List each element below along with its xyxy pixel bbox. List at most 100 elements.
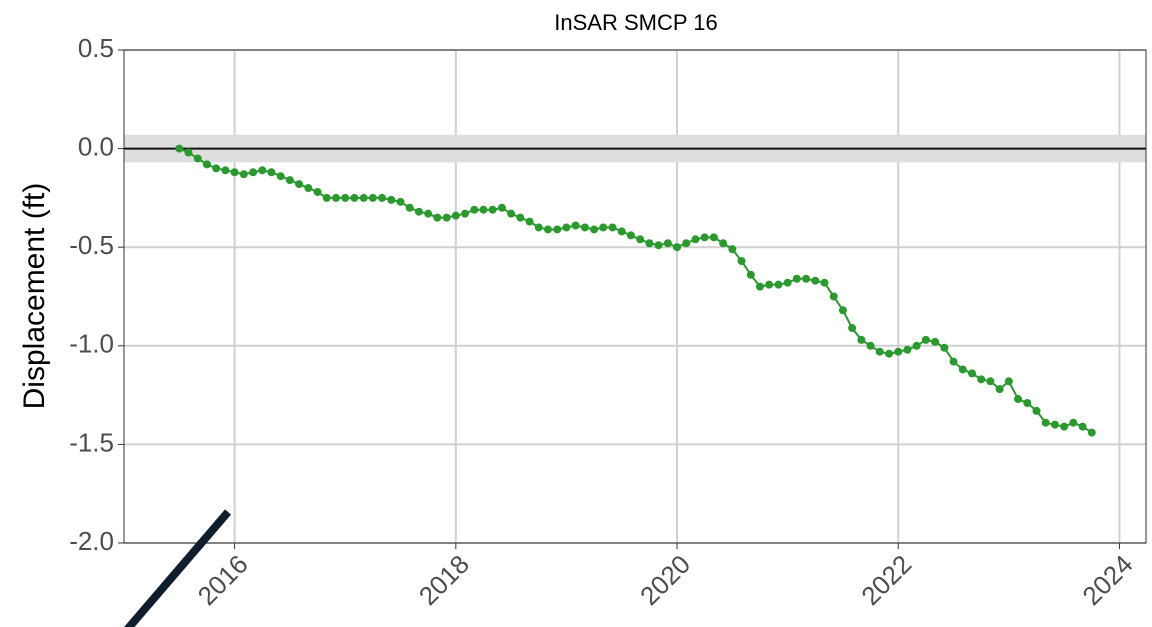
data-point — [774, 280, 783, 289]
data-point — [1004, 377, 1013, 386]
data-point — [737, 257, 746, 266]
data-point — [765, 280, 774, 289]
data-point — [977, 375, 986, 384]
data-point — [857, 335, 866, 344]
data-point — [285, 176, 294, 185]
y-tick-label: 0.0 — [78, 131, 114, 161]
data-point — [580, 223, 589, 232]
data-point — [488, 205, 497, 214]
data-point — [719, 239, 728, 248]
data-point — [949, 357, 958, 366]
data-point — [433, 213, 442, 222]
data-point — [405, 203, 414, 212]
data-point — [442, 213, 451, 222]
data-point — [986, 377, 995, 386]
data-point — [608, 223, 617, 232]
data-point — [626, 231, 635, 240]
data-point — [838, 306, 847, 315]
data-point — [866, 341, 875, 350]
data-point — [534, 223, 543, 232]
data-point — [332, 193, 341, 202]
x-tick-label: 2020 — [634, 549, 696, 611]
plot-border — [123, 49, 1147, 544]
chart-title: InSAR SMCP 16 — [554, 10, 717, 35]
y-tick-label: 0.5 — [78, 33, 114, 63]
data-point — [645, 239, 654, 248]
data-point — [460, 209, 469, 218]
data-point — [958, 365, 967, 374]
data-point — [359, 193, 368, 202]
data-point — [387, 195, 396, 204]
data-point — [875, 347, 884, 356]
data-point — [497, 203, 506, 212]
data-point — [562, 223, 571, 232]
data-point — [829, 292, 838, 301]
data-point — [894, 347, 903, 356]
data-point — [295, 180, 304, 189]
data-point — [1060, 422, 1069, 431]
data-point — [193, 154, 202, 163]
y-tick-label: -0.5 — [69, 230, 114, 260]
data-point — [258, 166, 267, 175]
data-point — [1069, 418, 1078, 427]
data-point — [1078, 422, 1087, 431]
data-point — [1032, 406, 1041, 415]
data-point — [202, 160, 211, 169]
data-point — [636, 235, 645, 244]
data-point — [912, 341, 921, 350]
data-point — [322, 193, 331, 202]
x-tick-label: 2022 — [855, 549, 917, 611]
data-point — [1014, 395, 1023, 404]
data-point — [590, 225, 599, 234]
data-point — [507, 209, 516, 218]
data-point — [350, 193, 359, 202]
overlay-stroke — [124, 509, 232, 627]
data-point — [682, 239, 691, 248]
y-axis-label: Displacement (ft) — [18, 183, 51, 410]
data-point — [931, 337, 940, 346]
data-point — [1023, 398, 1032, 407]
data-point — [1050, 420, 1059, 429]
x-tick-label: 2016 — [192, 549, 254, 611]
data-point — [995, 385, 1004, 394]
data-point — [221, 166, 230, 175]
data-point — [276, 172, 285, 181]
data-point — [654, 241, 663, 250]
data-point — [230, 168, 239, 177]
data-point — [571, 221, 580, 230]
data-point — [414, 207, 423, 216]
data-line — [178, 147, 1093, 434]
data-point — [903, 345, 912, 354]
data-point — [811, 276, 820, 285]
data-point — [673, 243, 682, 252]
data-point — [663, 239, 672, 248]
data-point — [424, 209, 433, 218]
data-point — [378, 193, 387, 202]
data-point — [553, 225, 562, 234]
x-tick-label: 2024 — [1076, 549, 1138, 611]
data-point — [516, 213, 525, 222]
data-point — [792, 274, 801, 283]
data-point — [1087, 428, 1096, 437]
data-point — [470, 205, 479, 214]
data-point — [184, 148, 193, 157]
data-point — [968, 369, 977, 378]
data-point — [479, 205, 488, 214]
data-point — [617, 227, 626, 236]
data-point — [728, 245, 737, 254]
data-point — [368, 193, 377, 202]
data-point — [249, 168, 258, 177]
x-tick-label: 2018 — [413, 549, 475, 611]
y-tick-label: -2.0 — [69, 526, 114, 556]
y-tick-label: -1.5 — [69, 427, 114, 457]
data-point — [304, 184, 313, 193]
data-point — [313, 187, 322, 196]
data-point — [175, 144, 184, 153]
data-point — [1041, 418, 1050, 427]
data-point — [820, 278, 829, 287]
data-point — [802, 274, 811, 283]
data-point — [755, 282, 764, 291]
y-tick-label: -1.0 — [69, 329, 114, 359]
data-point — [239, 170, 248, 179]
